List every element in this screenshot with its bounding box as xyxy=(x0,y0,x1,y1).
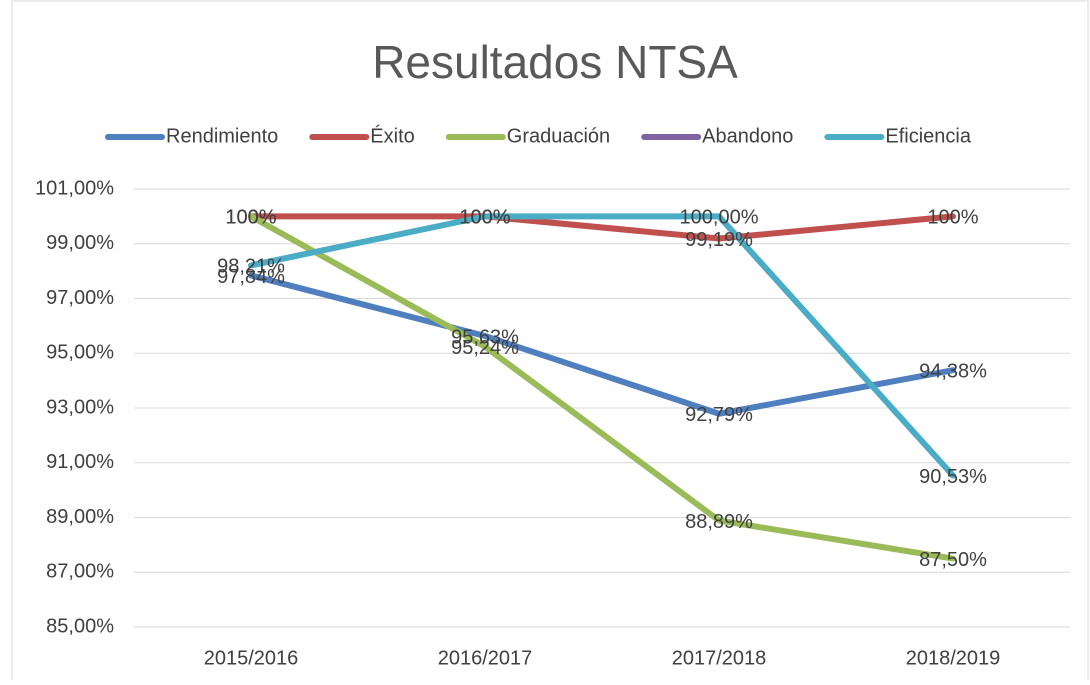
data-label: 100% xyxy=(459,207,510,229)
data-label: 100% xyxy=(225,207,276,229)
x-tick-label: 2016/2017 xyxy=(438,647,533,669)
y-tick-label: 97,00% xyxy=(46,287,114,309)
data-label: 87,50% xyxy=(919,549,987,571)
chart-border xyxy=(11,0,1089,685)
y-tick-label: 101,00% xyxy=(35,177,114,199)
x-tick-label: 2015/2016 xyxy=(204,647,299,669)
data-label: 92,79% xyxy=(685,404,753,426)
data-label: 94,38% xyxy=(919,361,987,383)
series-line xyxy=(248,213,956,562)
y-tick-label: 95,00% xyxy=(46,342,114,364)
chart-title: Resultados NTSA xyxy=(372,36,738,88)
data-label: 100,00% xyxy=(680,207,759,229)
data-label: 100% xyxy=(927,207,978,229)
data-label: 100% xyxy=(459,207,510,229)
series-line xyxy=(248,213,956,242)
y-tick-label: 93,00% xyxy=(46,396,114,418)
legend-label: Graduación xyxy=(507,125,610,147)
legend-label: Éxito xyxy=(370,124,414,147)
x-tick-label: 2017/2018 xyxy=(672,647,767,669)
data-label: 90,53% xyxy=(919,466,987,488)
data-label: 100% xyxy=(225,207,276,229)
data-label: 95,63% xyxy=(451,326,519,348)
series-line xyxy=(248,272,956,417)
data-label: 97,84% xyxy=(217,266,285,288)
data-label: 88,89% xyxy=(685,511,753,533)
legend-label: Eficiencia xyxy=(885,125,971,147)
y-tick-label: 85,00% xyxy=(46,615,114,637)
y-tick-label: 89,00% xyxy=(46,506,114,528)
legend-label: Rendimiento xyxy=(166,125,278,147)
data-label: 99,19% xyxy=(685,229,753,251)
legend-label: Abandono xyxy=(702,125,793,147)
y-tick-label: 99,00% xyxy=(46,232,114,254)
x-tick-label: 2018/2019 xyxy=(906,647,1001,669)
data-label: 98,21% xyxy=(217,256,285,278)
y-tick-label: 87,00% xyxy=(46,561,114,583)
series-line xyxy=(248,213,956,479)
data-label: 95,24% xyxy=(451,337,519,359)
y-tick-label: 91,00% xyxy=(46,451,114,473)
